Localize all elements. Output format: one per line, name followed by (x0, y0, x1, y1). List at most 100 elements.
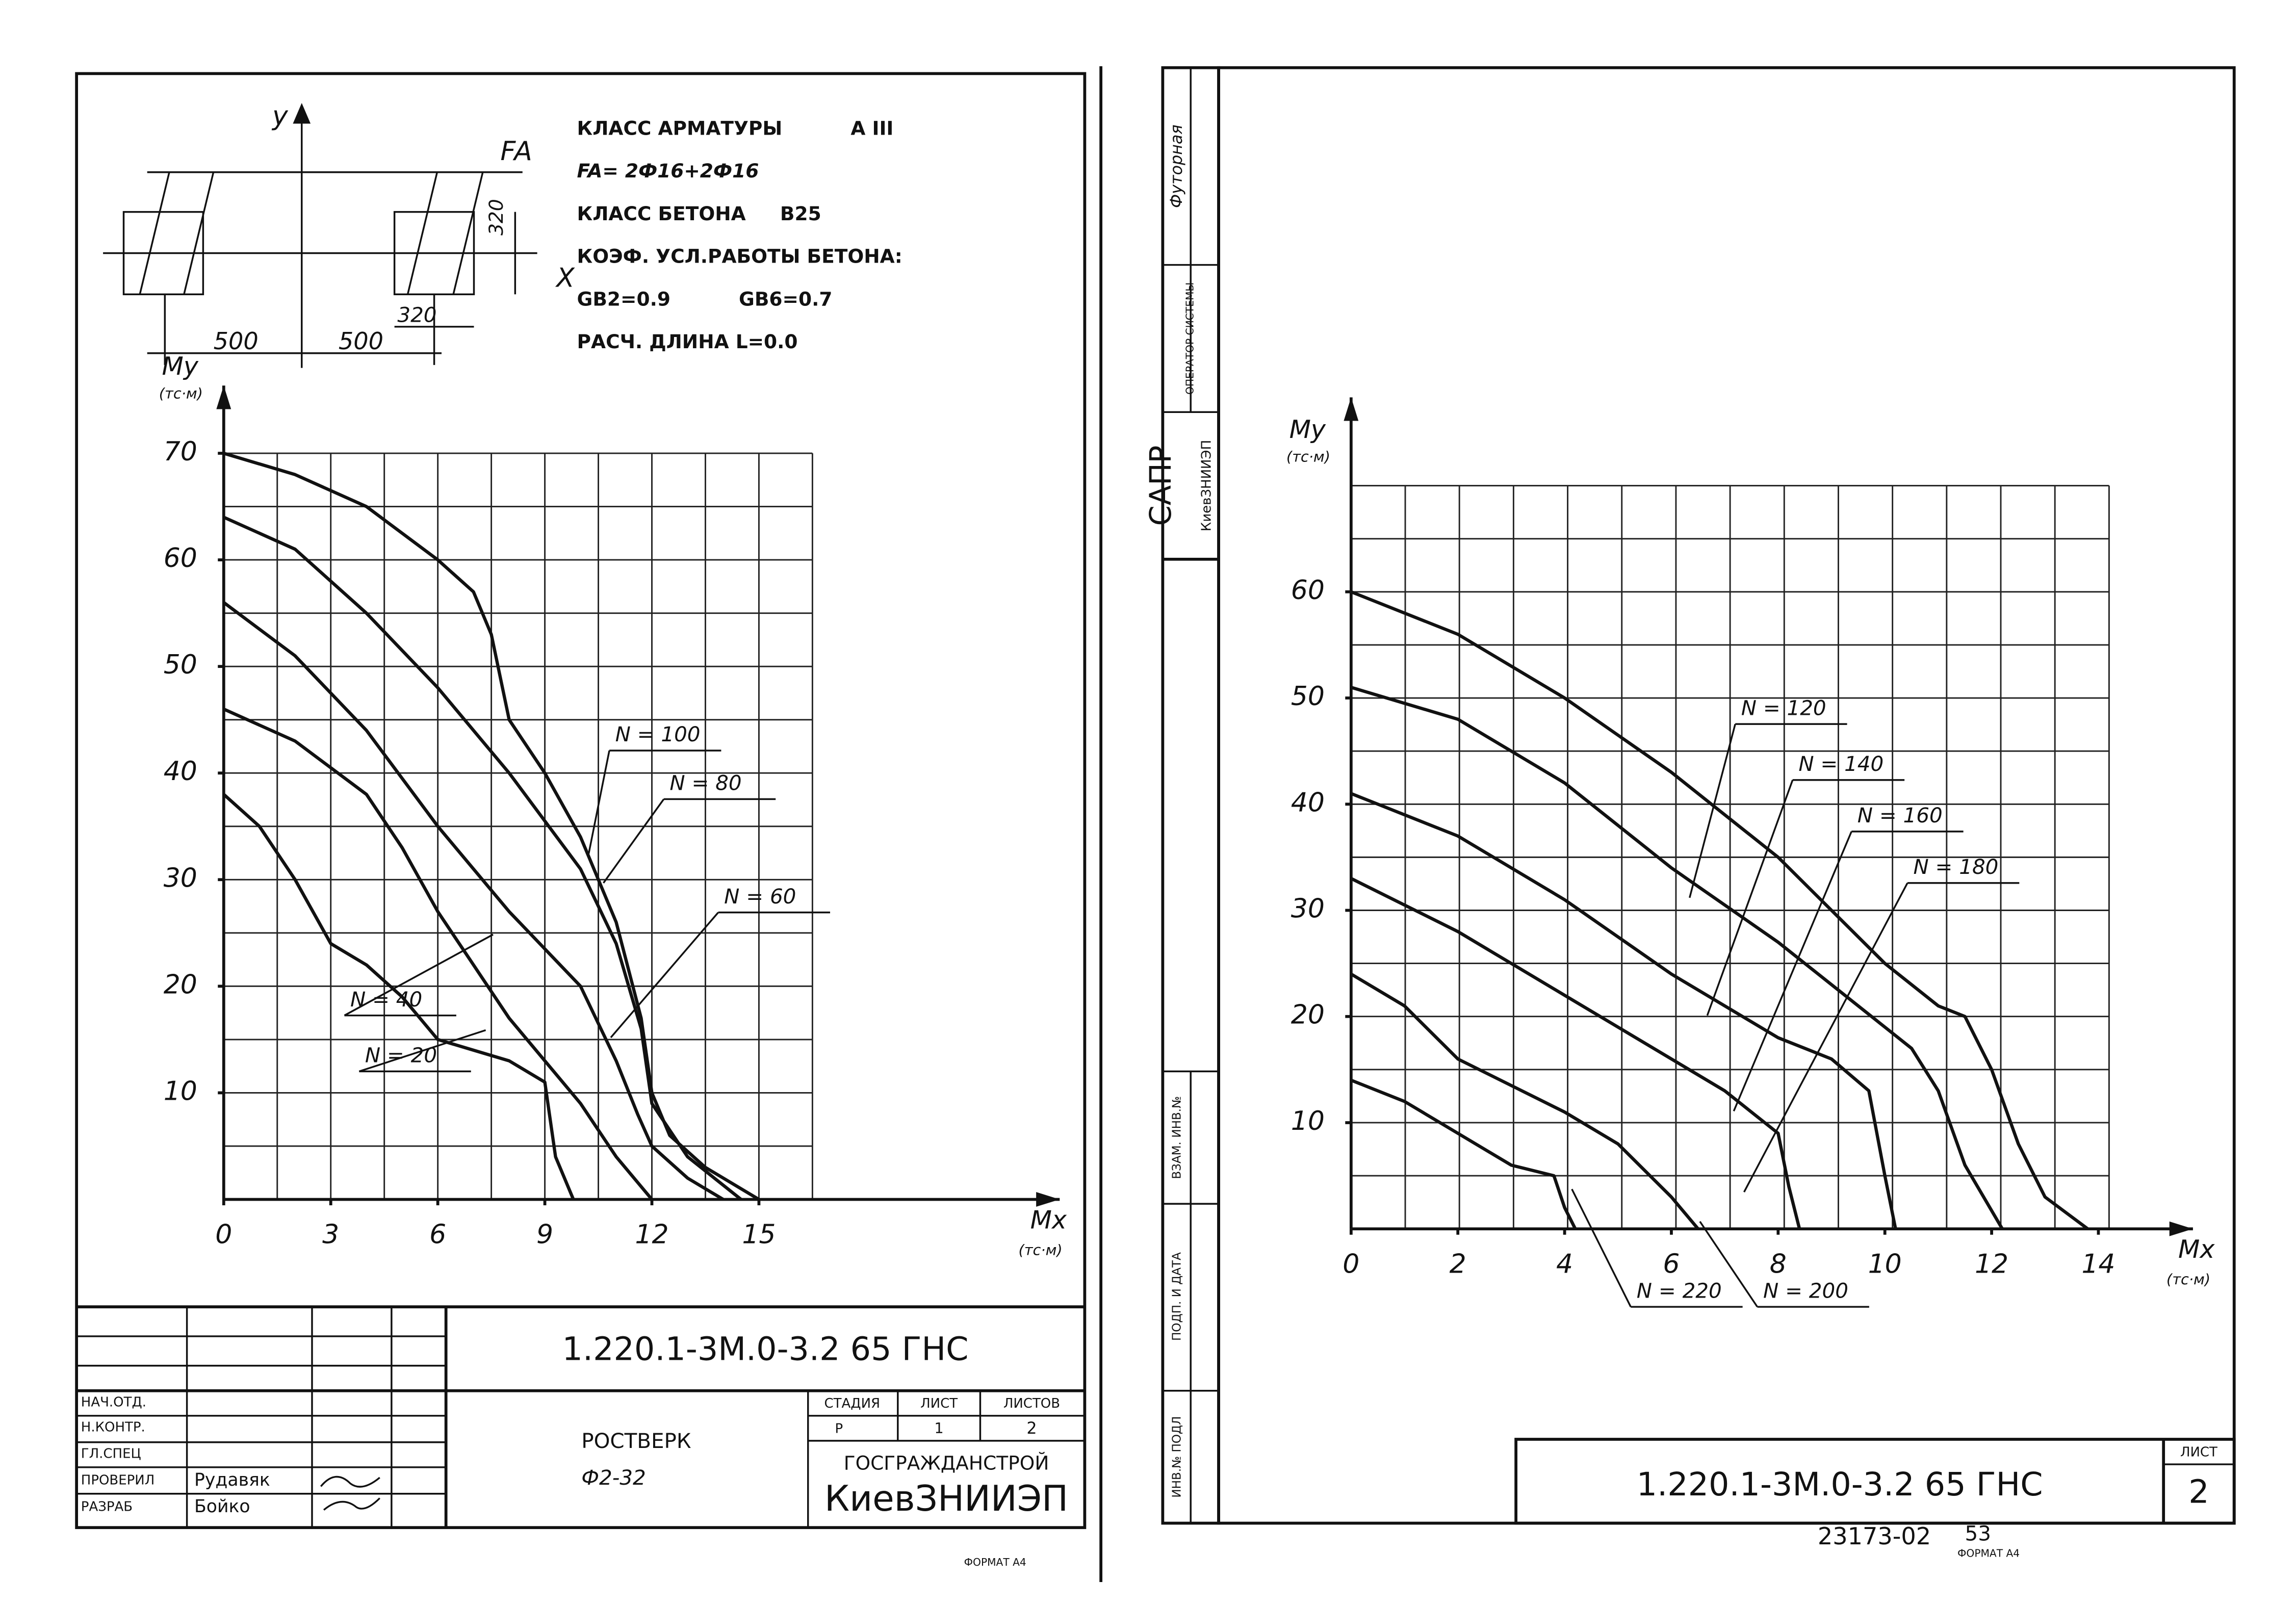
format: ФОРМАТ А4 (1957, 1547, 2020, 1560)
sapr: САПР (1143, 446, 1178, 526)
x-tick-label: 6 (1663, 1249, 1680, 1279)
y-tick-label: 20 (1291, 1000, 1325, 1030)
dimension: 320 (397, 303, 436, 327)
right-sheet: САПР КиевЗНИИЭП ОПЕРАТОР СИСТЕМЫ Футорна… (1143, 66, 2236, 1560)
x-tick-label: 2 (1450, 1249, 1466, 1279)
x-tick-label: 3 (322, 1220, 339, 1250)
left-sheet: y FA X 320 320 500 500 КЛАСС АРМАТУРЫ А … (75, 66, 1103, 1582)
title-block: 1.220.1-3М.0-3.2 65 ГНС НАЧ.ОТД. Н.КОНТР… (76, 1305, 1085, 1528)
series-label: N = 120 (1741, 695, 1826, 720)
spec: GB2=0.9 (577, 288, 670, 310)
y-tick-label: 40 (164, 756, 197, 787)
side-label: ВЗАМ. ИНВ.№ (1171, 1096, 1184, 1179)
x-axis-label: Mx (1030, 1205, 1067, 1234)
y-tick-label: 60 (1291, 575, 1325, 606)
curve (222, 793, 575, 1200)
institute: КиевЗНИИЭП (824, 1479, 1068, 1519)
organization: ГОСГРАЖДАНСТРОЙ (844, 1452, 1049, 1474)
leader-line (1706, 780, 1794, 1016)
series-label: N = 100 (615, 722, 701, 746)
specs: КЛАСС АРМАТУРЫ А III FA= 2Ф16+2Ф16 КЛАСС… (577, 117, 902, 353)
y-tick-label: 40 (1291, 787, 1325, 818)
y-tick-label: 50 (1291, 681, 1325, 712)
x-tick-label: 4 (1556, 1249, 1573, 1279)
y-tick-label: 30 (164, 863, 197, 893)
curve (1350, 972, 1699, 1230)
x-tick-label: 8 (1770, 1249, 1787, 1279)
x-axis-arrow (1036, 1192, 1060, 1207)
drawing-code: 1.220.1-3М.0-3.2 65 ГНС (562, 1330, 969, 1367)
x-tick-label: 12 (635, 1220, 668, 1250)
y-axis-label: My (162, 351, 199, 381)
curve (1350, 792, 1897, 1229)
series-label: N = 20 (365, 1043, 437, 1067)
leader-line (603, 798, 665, 884)
x-tick-label: 10 (1868, 1249, 1902, 1279)
spec: РАСЧ. ДЛИНА L=0.0 (577, 330, 798, 353)
side-name: Футорная (1168, 124, 1186, 208)
x-tick-label: 15 (742, 1220, 776, 1250)
side-institute: КиевЗНИИЭП (1199, 440, 1214, 531)
series-label: N = 60 (724, 884, 796, 909)
role: ПРОВЕРИЛ (81, 1472, 154, 1488)
role: Н.КОНТР. (81, 1419, 145, 1435)
stamp (1514, 1438, 2236, 1525)
y-tick-label: 60 (164, 543, 197, 574)
archive-number: 23173-02 (1818, 1522, 1931, 1550)
column-header: СТАДИЯ (824, 1396, 881, 1411)
dimension: 500 (214, 327, 259, 355)
series-label: N = 160 (1858, 803, 1943, 827)
series-label: N = 200 (1763, 1278, 1848, 1303)
role: НАЧ.ОТД. (81, 1394, 146, 1410)
x-tick-label: 12 (1975, 1249, 2008, 1279)
x-axis-unit: (тс·м) (2166, 1271, 2210, 1288)
archive-page: 53 (1965, 1521, 1991, 1546)
series-label: N = 220 (1637, 1278, 1722, 1303)
y-axis-arrow (1344, 397, 1359, 421)
dimension: 320 (485, 199, 507, 236)
y-tick-label: 20 (164, 969, 197, 1000)
person-name: Бойко (194, 1496, 250, 1517)
x-tick-label: 0 (215, 1220, 232, 1250)
signature (320, 1475, 380, 1511)
curve (1350, 877, 1801, 1229)
section-sketch: y FA X 320 320 500 500 (103, 101, 575, 368)
side-label: ИНВ.№ ПОДЛ (1171, 1416, 1184, 1498)
x-axis-unit: (тс·м) (1018, 1241, 1062, 1259)
leader-line (1689, 723, 1736, 898)
x-tick-label: 0 (1343, 1249, 1359, 1279)
spec: КЛАСС АРМАТУРЫ (577, 117, 783, 140)
y-axis-label: My (1289, 415, 1326, 444)
sheet-count: 2 (1026, 1419, 1037, 1438)
column-header: ЛИСТ (920, 1396, 958, 1411)
column-header: ЛИСТ (2180, 1444, 2217, 1460)
series-label: N = 140 (1798, 752, 1884, 776)
leader-line (587, 750, 610, 854)
y-axis-unit: (тс·м) (159, 385, 203, 402)
side-label: ПОДП. И ДАТА (1171, 1252, 1184, 1341)
x-tick-label: 9 (536, 1220, 553, 1250)
sheet-number: 2 (2188, 1472, 2209, 1510)
chart: 10 20 30 40 50 60 70 0 3 6 9 12 15 My (тс·м) Mx (тс·м) N … (159, 351, 1067, 1258)
object-mark: Ф2-32 (581, 1465, 646, 1490)
object-name: РОСТВЕРК (581, 1429, 691, 1453)
leader-line (610, 912, 719, 1039)
x-tick-label: 6 (429, 1220, 446, 1250)
spec-value: B25 (780, 202, 821, 225)
y-tick-label: 10 (1291, 1106, 1325, 1136)
spec: КОЭФ. УСЛ.РАБОТЫ БЕТОНА: (577, 245, 902, 268)
person-name: Рудавяк (194, 1470, 270, 1490)
column-header: ЛИСТОВ (1003, 1396, 1060, 1411)
leader-line (1733, 831, 1852, 1111)
y-tick-label: 30 (1291, 893, 1325, 924)
spec: GB6=0.7 (739, 288, 832, 310)
spec: FA= 2Ф16+2Ф16 (577, 160, 759, 182)
x-axis-arrow (2169, 1221, 2193, 1236)
section-label: y (271, 101, 289, 132)
spec-value: А III (850, 117, 893, 140)
leader-line (358, 1029, 486, 1073)
y-tick-label: 10 (164, 1076, 197, 1106)
format: ФОРМАТ А4 (964, 1556, 1026, 1568)
